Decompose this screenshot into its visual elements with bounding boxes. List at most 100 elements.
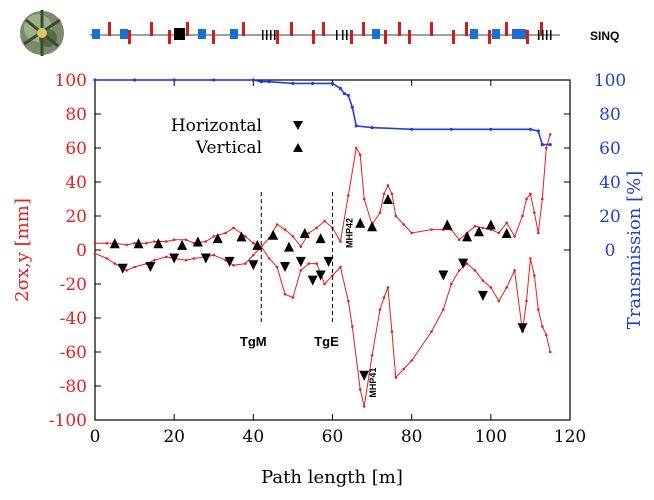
- series-point-2: [489, 127, 493, 131]
- series-point-2: [338, 86, 343, 91]
- y-tick-label-left: 40: [65, 173, 87, 193]
- y-axis-label-right: Transmission [%]: [624, 171, 645, 330]
- beamline-magnet: [430, 22, 433, 36]
- marker-down-triangle: [200, 253, 211, 264]
- axis-ticks: 0 20 40 60 80 100 120 -100 -80 -60 -40 -20 0 20 40 60 80…: [49, 71, 626, 447]
- x-tick-label: 60: [322, 427, 344, 447]
- marker-down-triangle: [280, 262, 290, 272]
- series-point-0: [347, 194, 350, 197]
- y-tick-label-left: 100: [55, 71, 87, 91]
- beamline-magnet: [362, 22, 365, 36]
- beamline-magnet: [465, 22, 468, 36]
- series-point-0: [529, 192, 532, 196]
- series-point-1: [465, 262, 469, 265]
- series-point-0: [457, 238, 461, 242]
- beamline-magnet: [242, 22, 245, 36]
- series-point-1: [442, 308, 445, 311]
- series-point-0: [204, 240, 208, 243]
- series-point-0: [315, 226, 318, 230]
- beamline-monitor: [542, 30, 544, 40]
- y-tick-label-left: -60: [60, 343, 87, 363]
- series-point-1: [153, 258, 156, 262]
- beamline-magnet: [488, 30, 491, 44]
- marker-down-triangle: [169, 253, 180, 264]
- marker-layer: [109, 194, 528, 381]
- series-point-0: [386, 184, 390, 187]
- marker-up-triangle: [192, 236, 203, 247]
- series-point-1: [358, 388, 362, 391]
- series-point-0: [394, 214, 398, 218]
- series-point-1: [275, 265, 279, 269]
- y-tick-label-left: 20: [65, 207, 87, 227]
- series-point-0: [283, 228, 287, 231]
- series-point-1: [164, 255, 168, 259]
- series-point-1: [339, 265, 342, 269]
- marker-up-triangle: [355, 217, 366, 228]
- series-point-1: [497, 299, 501, 303]
- legend-label-vertical: Vertical: [195, 138, 262, 158]
- beamline-monitor: [346, 30, 348, 40]
- series-point-0: [505, 221, 508, 225]
- series-point-1: [489, 286, 493, 289]
- beamline-magnet: [212, 30, 215, 44]
- beamline-magnet: [452, 30, 455, 44]
- beamline-magnet: [540, 22, 543, 36]
- series-point-2: [410, 127, 414, 131]
- series-point-0: [172, 238, 176, 242]
- beamline-monitor: [274, 30, 276, 40]
- beamline-quad: [92, 29, 100, 39]
- series-point-0: [473, 224, 477, 228]
- beamline-magnet: [505, 22, 508, 36]
- series-point-1: [232, 264, 235, 267]
- series-point-0: [525, 197, 528, 201]
- series-point-0: [307, 231, 311, 235]
- beamline-magnet: [322, 22, 325, 36]
- beamline-monitor: [270, 30, 272, 40]
- series-point-0: [105, 241, 109, 245]
- beamline-label: SINQ: [590, 29, 619, 43]
- series-point-0: [533, 211, 536, 214]
- series-point-1: [548, 350, 552, 354]
- series-point-1: [267, 257, 271, 260]
- y-tick-label-right: 20: [599, 207, 621, 227]
- series-point-0: [323, 219, 326, 223]
- series-point-1: [184, 258, 188, 262]
- series-point-1: [457, 269, 461, 272]
- series-point-1: [513, 269, 516, 272]
- beamline-magnet: [108, 22, 111, 36]
- series-point-0: [430, 228, 433, 231]
- y-tick-label-right: 40: [599, 173, 621, 193]
- series-point-1: [449, 282, 453, 286]
- series-point-1: [105, 257, 109, 260]
- target-label-tgm: TgM: [240, 334, 267, 349]
- series-point-1: [382, 296, 386, 299]
- marker-up-triangle: [133, 238, 144, 249]
- legend-label-horizontal: Horizontal: [171, 116, 262, 136]
- series-point-1: [529, 257, 532, 260]
- beamline-monitor: [546, 30, 548, 40]
- series-point-1: [402, 367, 406, 371]
- series-point-0: [339, 240, 342, 243]
- series-point-0: [548, 133, 552, 136]
- series-point-1: [473, 269, 477, 272]
- series-point-0: [540, 197, 544, 201]
- beamline-magnet: [350, 30, 353, 44]
- series-point-2: [93, 78, 97, 82]
- beamline-monitor: [336, 30, 338, 40]
- series-point-0: [521, 214, 524, 218]
- series-point-2: [251, 78, 255, 82]
- y-tick-label-left: -100: [49, 411, 87, 431]
- marker-up-triangle: [268, 229, 279, 240]
- series-point-1: [544, 333, 548, 337]
- series-point-1: [505, 286, 508, 289]
- series-point-1: [540, 325, 544, 328]
- beamline-quad: [512, 29, 526, 39]
- series-point-1: [537, 308, 540, 311]
- series-point-1: [390, 330, 394, 333]
- series-point-1: [244, 262, 247, 265]
- series-point-0: [153, 240, 156, 243]
- marker-up-triangle: [283, 241, 294, 252]
- series-point-2: [370, 126, 374, 130]
- sinq-logo-icon: [20, 10, 64, 56]
